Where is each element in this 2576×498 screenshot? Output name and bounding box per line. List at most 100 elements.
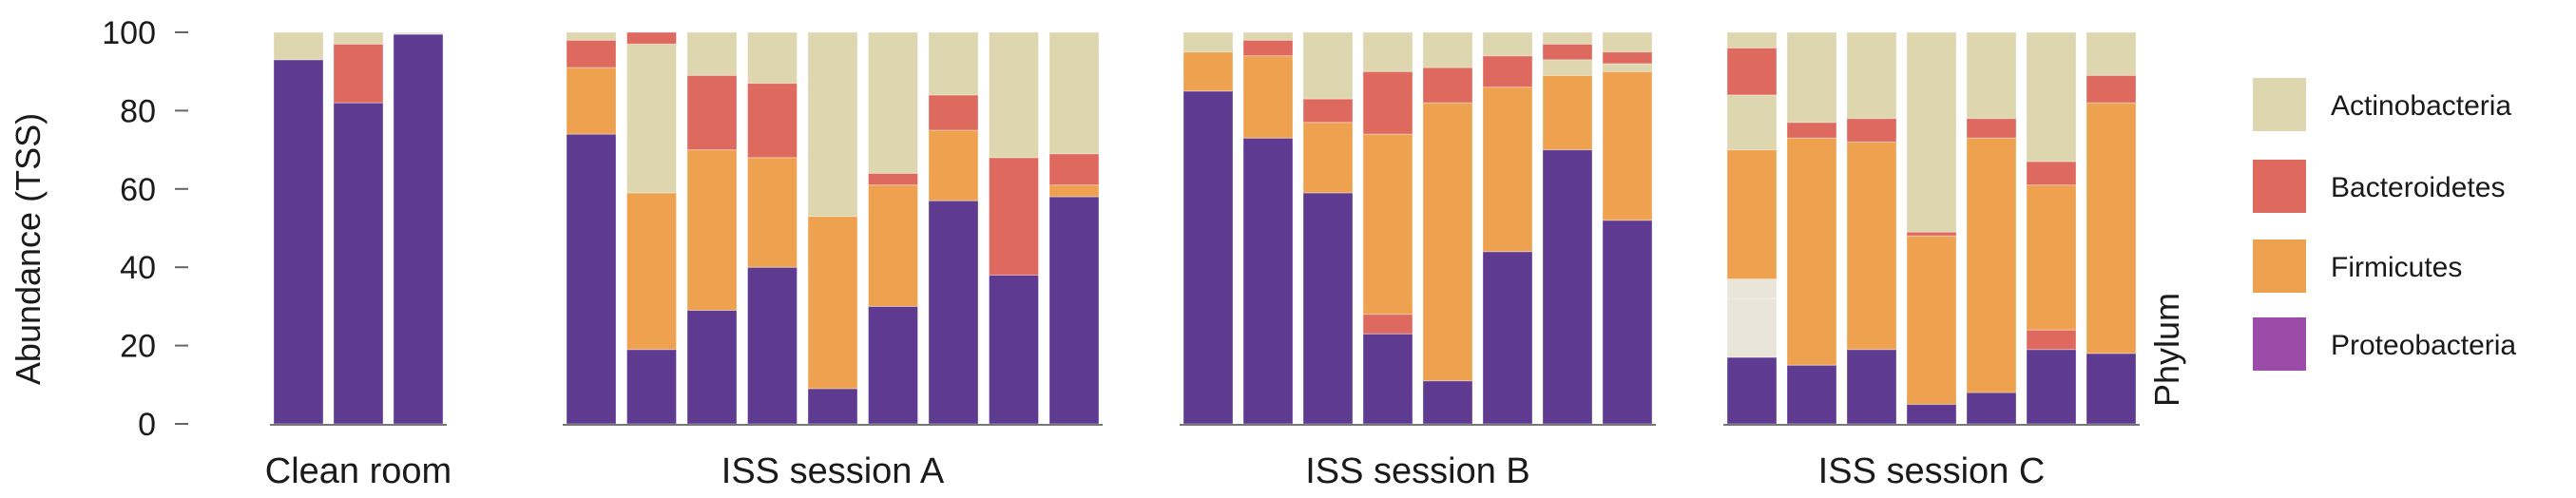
bar-segment-actinobacteria [1182, 31, 1234, 53]
bar-segment-firmicutes [868, 184, 918, 307]
bar-segment-proteobacteria [1726, 356, 1778, 425]
bar-segment-actinobacteria [1846, 31, 1897, 120]
group-label: ISS session B [1305, 451, 1530, 491]
legend-label: Firmicutes [2331, 252, 2462, 283]
bar-segment-bacteroidetes [1302, 98, 1354, 124]
legend-label: Actinobacteria [2331, 90, 2511, 122]
bar-segment-firmicutes [1182, 51, 1234, 92]
bar-segment-bacteroidetes [1048, 153, 1100, 186]
bar-segment-firmicutes [747, 157, 798, 268]
bar-segment-bacteroidetes [566, 39, 617, 68]
bar-segment-bacteroidetes [333, 43, 384, 104]
bar-segment-bacteroidetes [1242, 39, 1294, 57]
bar-segment-firmicutes [928, 129, 979, 201]
y-axis: 0 20 40 60 80 100 [102, 15, 188, 443]
bar-segment-firmicutes [1302, 122, 1354, 194]
bar-segment-proteobacteria [1302, 192, 1354, 425]
bar-segment-proteobacteria [1906, 403, 1957, 425]
bar-segment-actinobacteria [807, 31, 858, 218]
bar-segment-bacteroidetes [1786, 122, 1837, 139]
group-labels: Clean room ISS session A ISS session B ISS … [265, 451, 2046, 491]
bar-segment-actinobacteria [2026, 31, 2077, 163]
bar-segment-actinobacteria [1362, 31, 1413, 72]
y-tick-label: 100 [102, 15, 156, 51]
bar-segment-proteobacteria [1362, 333, 1413, 425]
bar-segment-firmicutes [1726, 149, 1778, 280]
bar-segment-proteobacteria [686, 310, 738, 425]
bar-segment-proteobacteria [807, 388, 858, 425]
bar-segment-bacteroidetes [1482, 55, 1533, 88]
bar-segment-actinobacteria [1242, 31, 1294, 41]
bar-segment-actinobacteria [1542, 31, 1593, 45]
bar-segment-actinobacteria [2086, 31, 2137, 76]
bar-segment-proteobacteria [273, 59, 324, 425]
bar-segment-actinobacteria [1726, 94, 1778, 151]
bar-segment-proteobacteria [626, 349, 677, 425]
bar-segment-bacteroidetes [928, 94, 979, 131]
bar-segment-proteobacteria [1422, 380, 1473, 425]
bar-segment-actinobacteria [747, 31, 798, 85]
bar-segment-actinobacteria [273, 31, 324, 61]
bar-segment-proteobacteria [333, 102, 384, 425]
bar-segment-firmicutes [686, 149, 738, 312]
bar-group [1723, 31, 2140, 426]
bar-segment-bacteroidetes [2086, 74, 2137, 104]
y-tick-label: 80 [120, 93, 156, 129]
y-tick-label: 0 [138, 407, 156, 443]
bar-segment-actinobacteria [989, 31, 1039, 159]
bar-segment-proteobacteria [1602, 220, 1653, 425]
bar-segment-actinobacteria [928, 31, 979, 96]
bar-group [1180, 31, 1656, 426]
bar-segment-proteobacteria [1786, 364, 1837, 425]
bar-segment-proteobacteria [1182, 90, 1234, 425]
bar-segment-bacteroidetes [1906, 231, 1957, 237]
bar-segment-firmicutes [1906, 235, 1957, 405]
y-tick-label: 40 [120, 250, 156, 286]
bar-segment-firmicutes [566, 67, 617, 135]
bar-segment-actinobacteria [1302, 31, 1354, 100]
bar-segment-firmicutes [626, 192, 677, 351]
bar-segment-bacteroidetes [2026, 329, 2077, 351]
y-tick-label: 20 [120, 329, 156, 365]
bar-segment-proteobacteria [989, 274, 1039, 425]
bar-group [563, 31, 1103, 426]
bar-segment-bacteroidetes [1362, 314, 1413, 335]
legend-swatch-bacteroidetes [2253, 160, 2306, 213]
bar-segment-proteobacteria [1242, 137, 1294, 425]
bar-segment-firmicutes [1602, 70, 1653, 221]
bar-segment-actinobacteria [1542, 59, 1593, 76]
bar-segment-bacteroidetes [686, 74, 738, 151]
bars [270, 31, 2140, 426]
group-label: Clean room [265, 451, 452, 491]
legend-label: Proteobacteria [2331, 330, 2516, 361]
bar-segment-proteobacteria [566, 133, 617, 425]
bar-segment-other [1726, 297, 1778, 358]
legend-label: Bacteroidetes [2331, 172, 2505, 203]
legend-swatch-actinobacteria [2253, 78, 2306, 131]
bar-segment-firmicutes [2086, 102, 2137, 354]
bar-segment-proteobacteria [928, 200, 979, 425]
legend-title: Phylum [2147, 293, 2186, 407]
bar-segment-bacteroidetes [747, 83, 798, 159]
bar-segment-firmicutes [807, 216, 858, 390]
bar-segment-proteobacteria [2086, 353, 2137, 425]
bar-segment-proteobacteria [868, 305, 918, 425]
bar-segment-firmicutes [1422, 102, 1473, 382]
bar-segment-proteobacteria [1846, 349, 1897, 425]
bar-segment-actinobacteria [1726, 31, 1778, 48]
bar-segment-firmicutes [1362, 133, 1413, 316]
bar-segment-firmicutes [1966, 137, 2017, 393]
bar-segment-other [1726, 278, 1778, 299]
bar-segment-actinobacteria [566, 31, 617, 41]
bar-group [270, 31, 447, 426]
bar-segment-bacteroidetes [1966, 118, 2017, 139]
legend: Actinobacteria Bacteroidetes Firmicutes Pro… [2253, 78, 2516, 371]
bar-segment-firmicutes [1048, 184, 1100, 198]
bar-segment-actinobacteria [1602, 31, 1653, 53]
bar-segment-other [393, 31, 444, 35]
bar-segment-actinobacteria [686, 31, 738, 76]
bar-segment-firmicutes [1786, 137, 1837, 366]
bar-segment-proteobacteria [2026, 349, 2077, 425]
bar-segment-actinobacteria [1906, 31, 1957, 233]
legend-swatch-proteobacteria [2253, 317, 2306, 371]
